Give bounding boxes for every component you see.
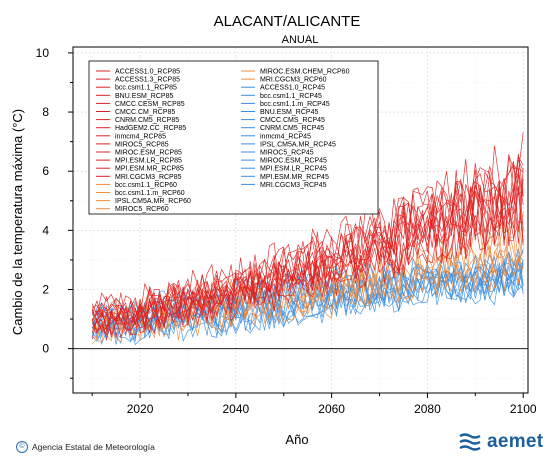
legend-label: HadGEM2.CC_RCP85 (115, 125, 186, 132)
x-tick-label: 2100 (510, 402, 537, 416)
legend-label: bcc.csm1.1_RCP60 (115, 182, 177, 189)
legend-label: MIROC5_RCP60 (115, 206, 169, 213)
plot-frame (72, 46, 529, 394)
legend-label: CMCC.CM_RCP85 (115, 109, 175, 116)
legend-label: CNRM.CM5_RCP85 (115, 117, 179, 124)
y-tick-label: 6 (42, 164, 49, 178)
legend-label: ACCESS1.0_RCP85 (115, 69, 180, 76)
legend-label: IPSL.CM5A.MR_RCP60 (115, 198, 191, 205)
legend-label: MIROC.ESM_RCP85 (115, 150, 182, 157)
legend-label: inmcm4_RCP85 (115, 133, 166, 140)
legend-label: BNU.ESM_RCP45 (260, 109, 318, 116)
x-tick-label: 2060 (318, 402, 345, 416)
legend-label: MPI.ESM.LR_RCP85 (115, 158, 182, 165)
brand-name: aemet (487, 431, 544, 452)
y-axis-label: Cambio de la temperatura máxima (°C) (10, 109, 25, 335)
legend-label: bcc.csm1.1_RCP85 (115, 85, 177, 92)
legend-label: IPSL.CM5A.MR_RCP45 (260, 141, 336, 148)
aemet-logo: aemet (458, 431, 543, 453)
legend-label: MIROC5_RCP85 (115, 141, 169, 148)
y-tick-label: 0 (42, 342, 49, 356)
x-axis-label: Año (285, 432, 308, 447)
series-line-MIROC.ESM_RCP85 (91, 162, 524, 335)
legend-label: CNRM.CM5_RCP45 (260, 125, 324, 132)
legend: ACCESS1.0_RCP85ACCESS1.3_RCP85bcc.csm1.1… (88, 60, 379, 215)
y-tick-label: 4 (42, 223, 49, 237)
series-line-MRI.CGCM3_RCP85 (91, 178, 524, 340)
x-tick-label: 2040 (222, 402, 249, 416)
legend-box (88, 60, 379, 215)
chart-title: ALACANT/ALICANTE (214, 13, 361, 30)
x-tick-label: 2080 (414, 402, 441, 416)
series-line-MRI.CGCM3_RCP45 (91, 257, 524, 333)
agency-credit: © Agencia Estatal de Meteorología (16, 441, 155, 453)
agency-name: Agencia Estatal de Meteorología (32, 442, 155, 452)
legend-label: MRI.CGCM3_RCP45 (260, 182, 327, 189)
legend-label: CMCC.CESM_RCP85 (115, 101, 185, 108)
series-line-MIROC5_RCP85 (91, 190, 524, 339)
legend-label: BNU.ESM_RCP85 (115, 93, 173, 100)
legend-label: MPI.ESM.MR_RCP45 (260, 174, 329, 181)
series-line-MRI.CGCM3_RCP60 (91, 227, 524, 344)
series-line-MIROC.ESM_RCP45 (91, 259, 524, 343)
x-tick-label: 2020 (127, 402, 154, 416)
legend-label: MRI.CGCM3_RCP85 (115, 174, 182, 181)
series-line-MPI.ESM.LR_RCP85 (91, 184, 524, 335)
series-line-IPSL.CM5A.MR_RCP60 (91, 223, 524, 333)
legend-label: bcc.csm1.1_RCP45 (260, 93, 322, 100)
chart-subtitle: ANUAL (282, 34, 319, 46)
legend-label: MIROC.ESM.CHEM_RCP60 (260, 69, 350, 76)
legend-label: MPI.ESM.MR_RCP85 (115, 166, 184, 173)
legend-label: CMCC.CMS_RCP45 (260, 117, 325, 124)
series-line-MPI.ESM.MR_RCP85 (91, 153, 524, 328)
legend-label: ACCESS1.3_RCP85 (115, 77, 180, 84)
y-tick-label: 2 (42, 282, 49, 296)
copyright-icon: © (16, 441, 28, 453)
legend-label: MIROC5_RCP45 (260, 150, 314, 157)
legend-label: inmcm4_RCP45 (260, 133, 311, 140)
legend-label: bcc.csm1.1.m_RCP45 (260, 101, 330, 108)
legend-label: MRI.CGCM3_RCP60 (260, 77, 327, 84)
y-tick-label: 10 (36, 46, 50, 60)
legend-label: MIROC.ESM_RCP45 (260, 158, 327, 165)
y-tick-label: 8 (42, 105, 49, 119)
legend-label: bcc.csm1.1.m_RCP60 (115, 190, 185, 197)
legend-label: MPI.ESM.LR_RCP45 (260, 166, 327, 173)
aemet-logo-icon (459, 433, 481, 451)
legend-label: ACCESS1.0_RCP45 (260, 85, 325, 92)
series-line-HadGEM2.CC_RCP85 (91, 173, 524, 341)
series-line-MPI.ESM.LR_RCP45 (91, 250, 524, 328)
